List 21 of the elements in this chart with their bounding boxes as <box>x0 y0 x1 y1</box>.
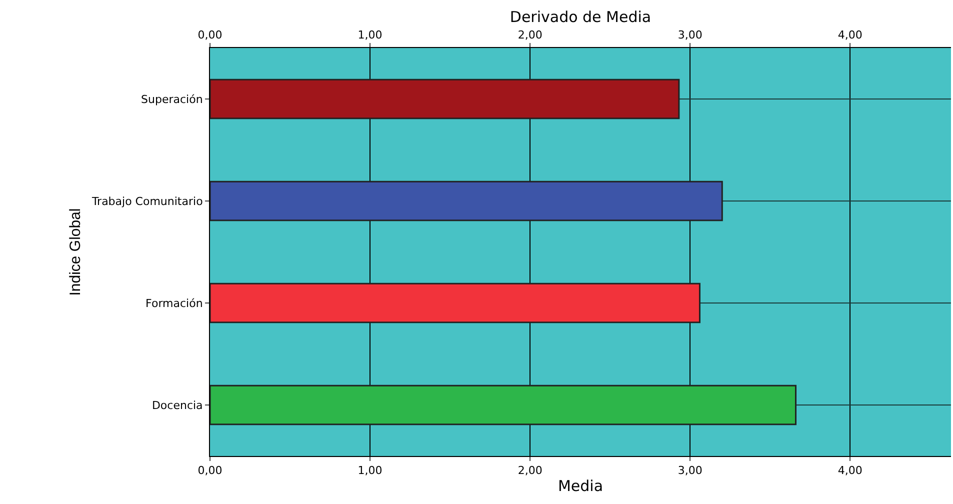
y-axis-title: Indice Global <box>67 208 84 296</box>
x2-tick-label: 4,00 <box>838 464 862 478</box>
bar <box>210 282 700 324</box>
x-tick-label: 3,00 <box>678 28 702 42</box>
x2-tick-label: 0,00 <box>198 464 222 478</box>
y-tick-label: Superación <box>141 92 203 106</box>
bar <box>210 384 797 426</box>
x2-axis-title: Derivado de Media <box>510 8 652 26</box>
x-axis-title: Media <box>558 477 604 496</box>
x-tick-label: 0,00 <box>198 28 222 42</box>
y-tick-label: Docencia <box>152 398 203 412</box>
bar <box>210 180 723 222</box>
x2-tick-label: 2,00 <box>518 464 542 478</box>
x-tick-label: 4,00 <box>838 28 862 42</box>
y-tick-label: Formación <box>146 296 203 310</box>
bar <box>210 78 680 120</box>
x2-tick-label: 1,00 <box>358 464 382 478</box>
x2-tick-label: 3,00 <box>678 464 702 478</box>
y-tick-label: Trabajo Comunitario <box>90 194 204 208</box>
x-tick-label: 2,00 <box>518 28 542 42</box>
x-tick-label: 1,00 <box>358 28 382 42</box>
